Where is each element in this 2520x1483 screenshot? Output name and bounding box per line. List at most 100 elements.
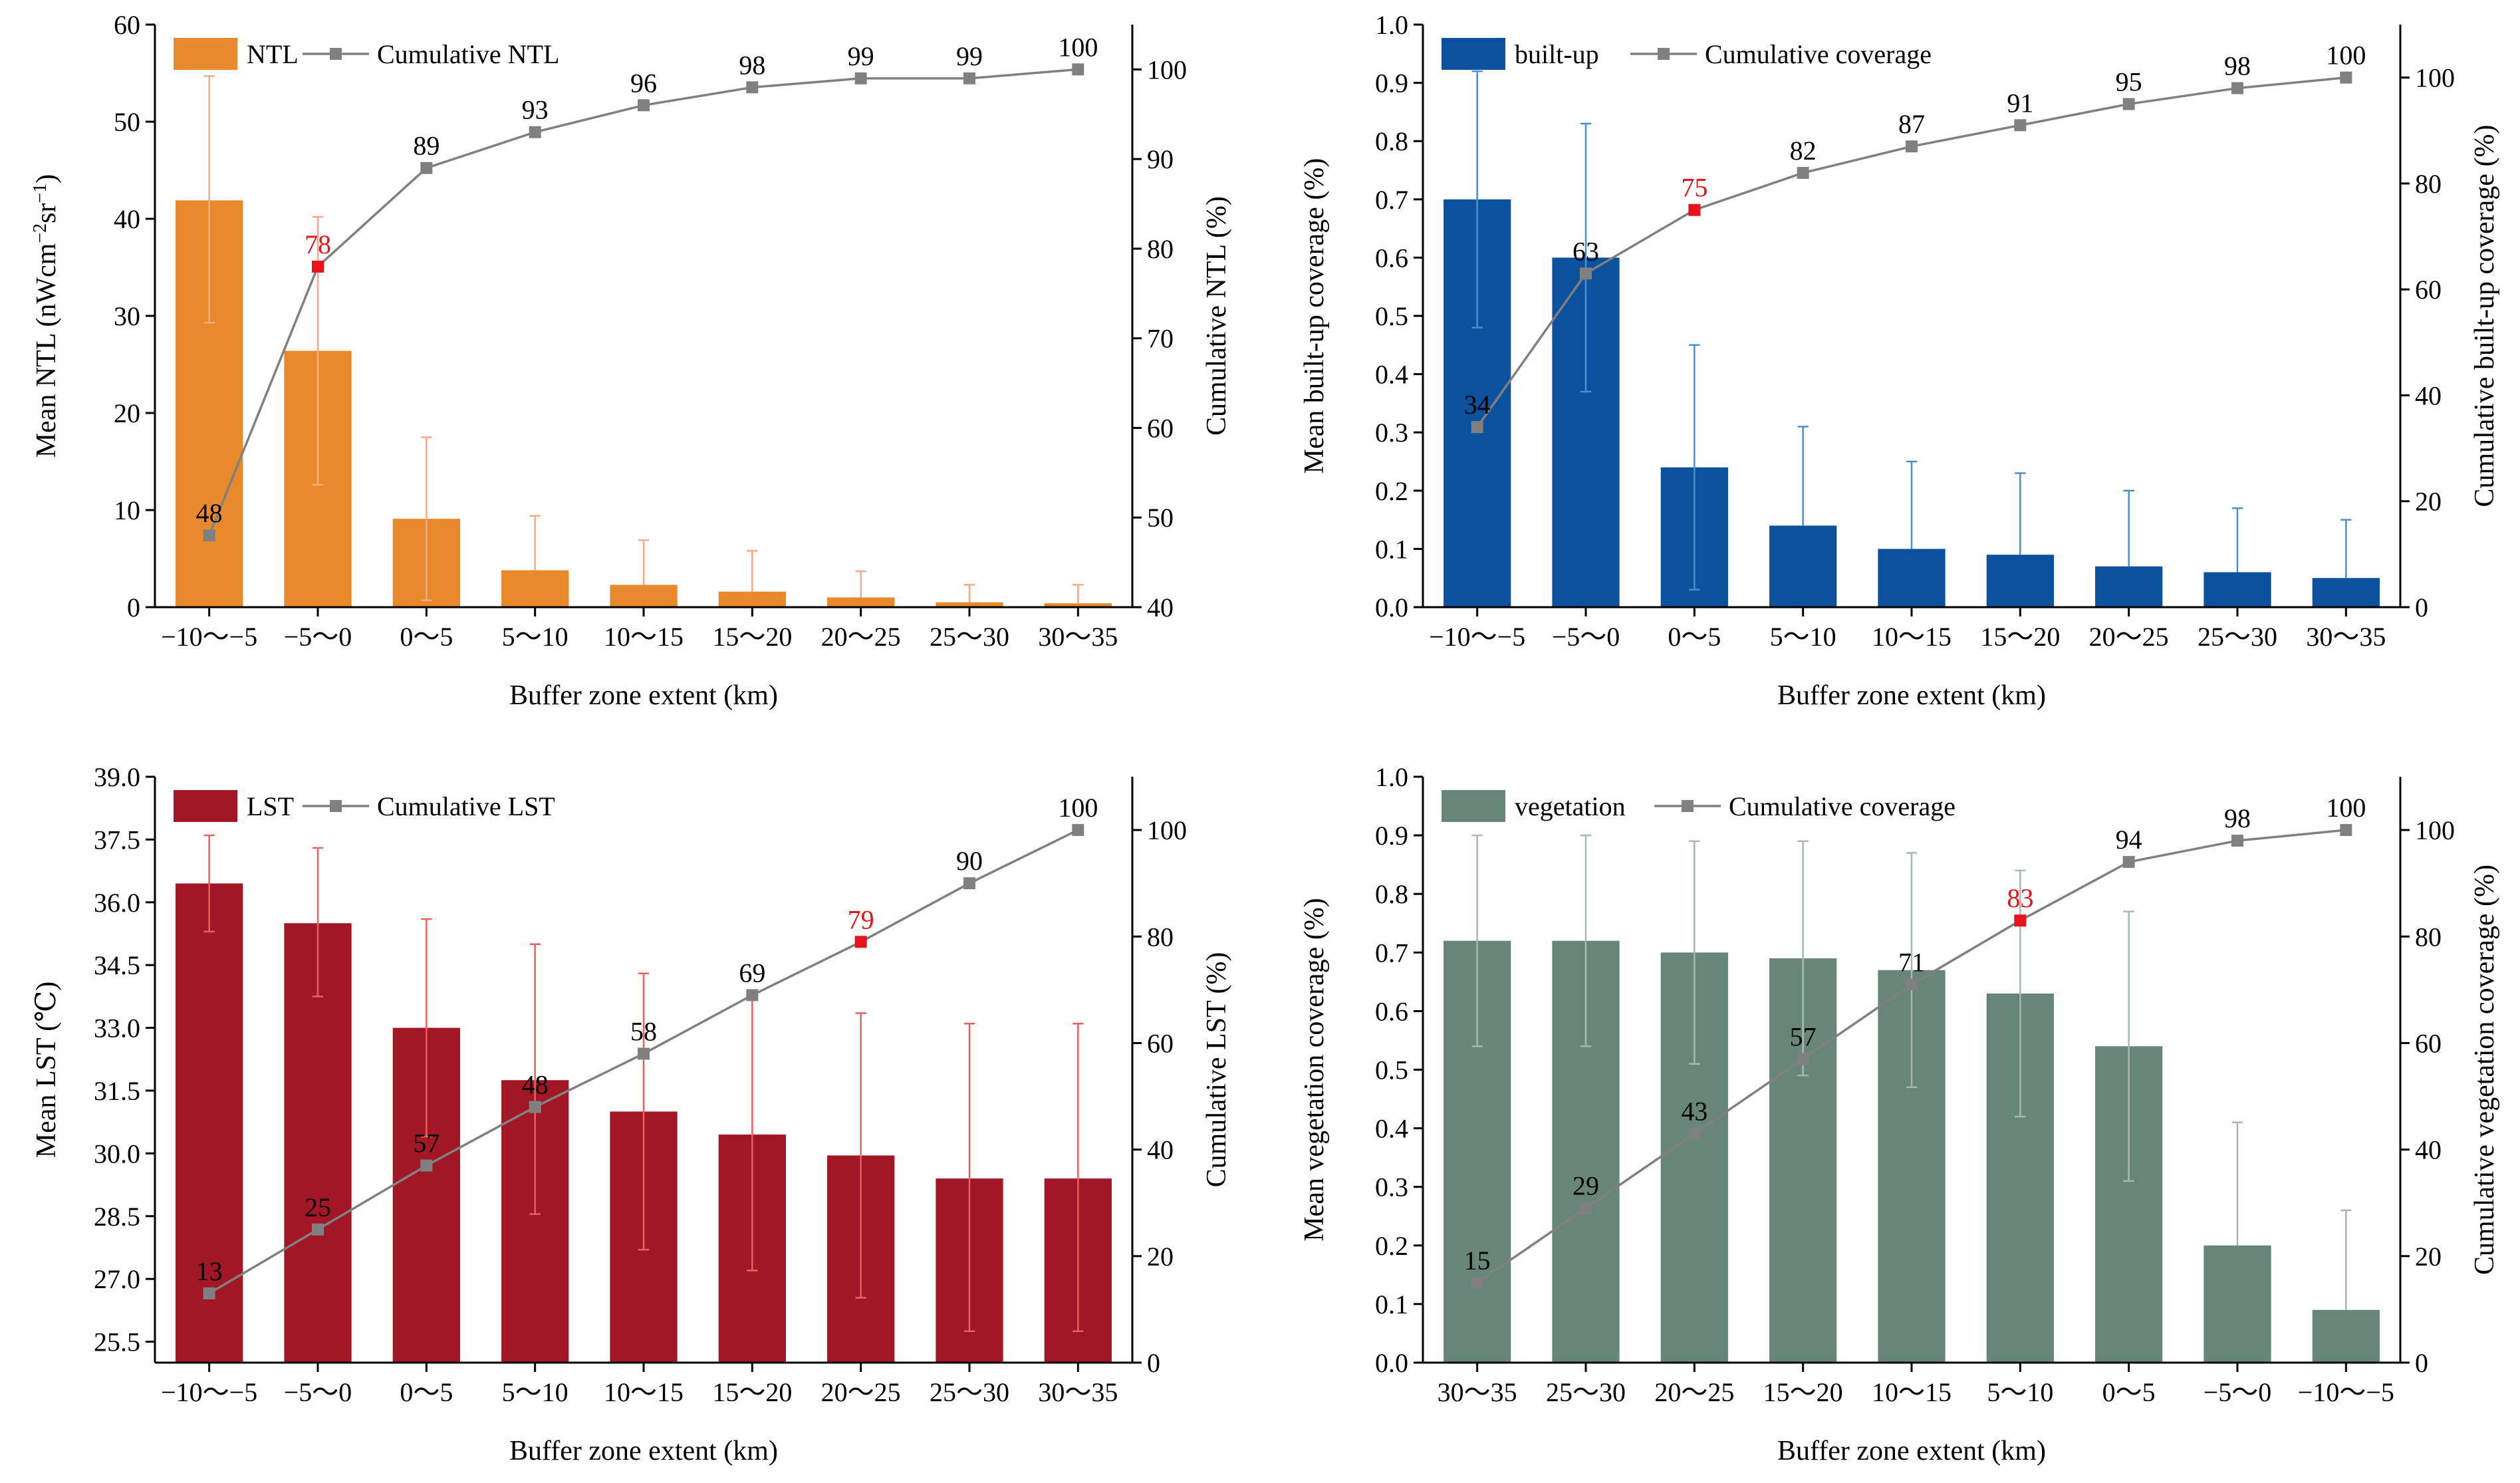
y-tick-label: 0.2 [1375,476,1408,506]
y2-tick-label: 40 [2415,380,2442,410]
cumulative-label: 98 [739,50,765,80]
cumulative-label: 58 [630,1016,657,1046]
x-tick-label: 30～35 [1038,1377,1118,1407]
legend-bar-label: vegetation [1515,791,1626,821]
legend-line-label: Cumulative LST [377,791,555,821]
x-tick-label: 5～10 [1987,1377,2053,1407]
x-tick-label: −5～0 [2204,1377,2272,1407]
bar [2204,572,2271,607]
cumulative-label: 99 [848,41,874,71]
cumulative-label: 98 [2224,51,2251,81]
x-tick-label: −10～−5 [161,622,257,652]
bar [2312,578,2380,607]
cumulative-point [1688,1127,1701,1140]
x-tick-label: 30～35 [1438,1377,1517,1407]
y-tick-label: 1.0 [1375,762,1408,792]
x-tick-label: 25～30 [930,1377,1009,1407]
y2-tick-label: 80 [2415,169,2442,199]
x-tick-label: 0～5 [1668,622,1721,652]
y-tick-label: 0.1 [1375,1289,1408,1319]
y-tick-label: 0.0 [1375,593,1408,622]
cumulative-point [2231,835,2243,847]
x-tick-label: 10～15 [604,1377,684,1407]
legend-bar-label: NTL [247,39,299,69]
y-axis-title: Mean vegetation coverage (%) [1299,898,1330,1242]
y-tick-label: 0.4 [1375,360,1408,390]
y-tick-label: 30.0 [94,1139,140,1168]
cumulative-point [638,99,650,112]
x-tick-label: 15～20 [712,622,792,652]
y-tick-label: 0.6 [1375,996,1408,1026]
x-tick-label: 20～25 [821,1377,901,1407]
cumulative-point [854,72,867,84]
cumulative-label: 94 [2116,825,2142,855]
x-tick-label: 15～20 [712,1377,792,1407]
bar [176,883,243,1363]
cumulative-point [1580,1202,1592,1214]
x-tick-label: −5～0 [284,622,352,652]
cumulative-label: 98 [2224,803,2251,833]
legend-bar-swatch [174,790,237,822]
y-tick-label: 36.0 [94,888,140,918]
legend-bar-swatch [174,38,237,70]
cumulative-point [2014,119,2027,132]
cumulative-label: 99 [956,41,983,71]
x-tick-label: −5～0 [1552,622,1620,652]
y2-tick-label: 50 [1147,503,1174,533]
cumulative-point [854,936,867,948]
y-tick-label: 0.4 [1375,1114,1408,1144]
cumulative-label: 100 [2326,793,2366,823]
y-tick-label: 0.9 [1375,821,1408,851]
cumulative-point [2340,71,2352,84]
cumulative-point [1797,1053,1809,1065]
cumulative-label: 69 [739,958,765,988]
cumulative-label: 87 [1898,109,1925,139]
y2-tick-label: 40 [1147,1135,1174,1165]
cumulative-label: 78 [305,229,331,259]
y-tick-label: 0.8 [1375,879,1408,909]
y-tick-label: 27.0 [94,1264,140,1294]
cumulative-point [963,877,975,890]
x-tick-label: 5～10 [502,1377,568,1407]
y-axis-title: Mean built-up coverage (%) [1299,158,1330,474]
y-axis-title-part: ) [31,174,62,184]
cumulative-point [746,989,759,1002]
cumulative-label: 82 [1790,136,1817,166]
x-tick-label: 5～10 [1770,622,1836,652]
cumulative-label: 75 [1681,173,1707,203]
cumulative-label: 57 [413,1129,440,1158]
y2-tick-label: 100 [2415,63,2455,93]
x-axis-title: Buffer zone extent (km) [1777,680,2046,711]
cumulative-label: 15 [1464,1246,1491,1276]
x-tick-label: 30～35 [1038,622,1118,652]
cumulative-point [312,1223,324,1236]
y2-tick-label: 60 [2415,1028,2442,1058]
y-tick-label: 0.3 [1375,1172,1408,1202]
bar [1878,549,1946,607]
y-tick-label: 30 [114,301,140,331]
y-tick-label: 0.5 [1375,301,1408,331]
y-tick-label: 0.2 [1375,1231,1408,1261]
x-tick-label: 10～15 [1872,622,1952,652]
y-tick-label: 0.0 [1375,1348,1408,1378]
y2-tick-label: 60 [1147,413,1174,443]
cumulative-point [1471,1276,1483,1289]
cumulative-label: 71 [1898,947,1925,977]
cumulative-point [746,81,759,94]
x-tick-label: 25～30 [2198,622,2277,652]
cumulative-point [2231,82,2243,94]
bar [827,597,895,607]
legend-line-label: Cumulative coverage [1729,791,1955,821]
cumulative-point [203,1287,215,1299]
legend-line-marker [330,800,342,812]
y-axis-title-part: −1 [30,184,51,203]
x-tick-label: 25～30 [1546,1377,1626,1407]
chart-vegetation: 15 29 43 57 71 83 94 98 100 0.0 0.1 0.2 0.3 0.4 0.5 0.6… [1299,762,2500,1466]
cumulative-label: 90 [956,846,983,876]
legend-line-marker [330,48,342,60]
legend-bar-label: built-up [1515,39,1599,69]
cumulative-label: 57 [1790,1021,1817,1051]
legend-bar-swatch [1442,38,1505,70]
cumulative-point [203,529,215,542]
